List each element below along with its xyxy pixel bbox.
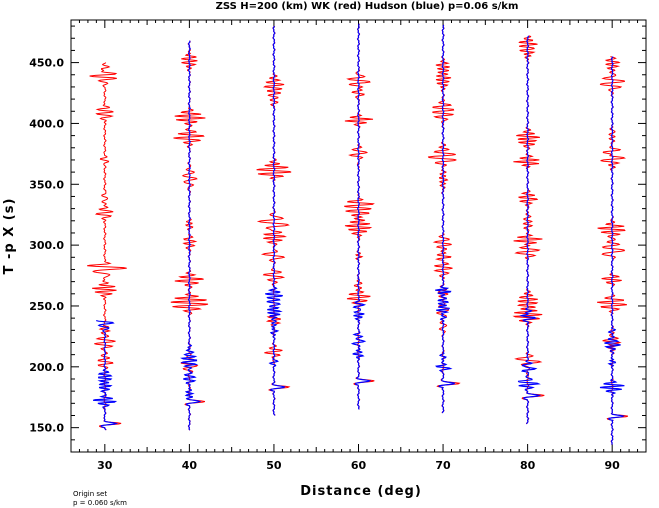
x-tick-label: 30 [97, 459, 113, 472]
y-tick-label: 450.0 [29, 57, 64, 70]
footnote-origin: Origin set [73, 490, 107, 498]
waveform-traces [87, 23, 629, 445]
trace-wk-50 [256, 25, 292, 416]
y-tick-label: 300.0 [29, 239, 64, 252]
x-tick-label: 90 [605, 459, 621, 472]
y-axis-label: T -p X (s) [2, 198, 17, 275]
trace-hudson-70 [435, 24, 456, 414]
chart-title: ZSS H=200 (km) WK (red) Hudson (blue) p=… [216, 1, 519, 12]
y-tick-label: 350.0 [29, 178, 64, 191]
y-axis: 150.0 200.0 250.0 300.0 350.0 400.0 450.0 [29, 25, 646, 441]
x-tick-label: 40 [182, 459, 198, 472]
trace-hudson-90 [599, 56, 626, 445]
y-tick-label: 200.0 [29, 361, 64, 374]
trace-hudson-50 [265, 25, 286, 416]
trace-hudson-30 [92, 320, 119, 431]
x-tick-label: 50 [266, 459, 282, 472]
trace-wk-70 [427, 24, 461, 414]
footnote-slowness: p = 0.060 s/km [73, 499, 127, 507]
x-tick-label: 60 [351, 459, 367, 472]
y-tick-label: 400.0 [29, 117, 64, 130]
trace-wk-80 [512, 35, 545, 425]
x-tick-label: 80 [520, 459, 536, 472]
x-tick-label: 70 [435, 459, 451, 472]
trace-hudson-60 [350, 23, 372, 410]
x-axis-label: Distance (deg) [300, 484, 422, 499]
trace-hudson-40 [180, 40, 202, 431]
y-tick-label: 250.0 [29, 300, 64, 313]
x-axis: 30 40 50 60 70 80 90 [78, 20, 639, 472]
y-tick-label: 150.0 [29, 422, 64, 435]
trace-hudson-80 [517, 35, 542, 425]
